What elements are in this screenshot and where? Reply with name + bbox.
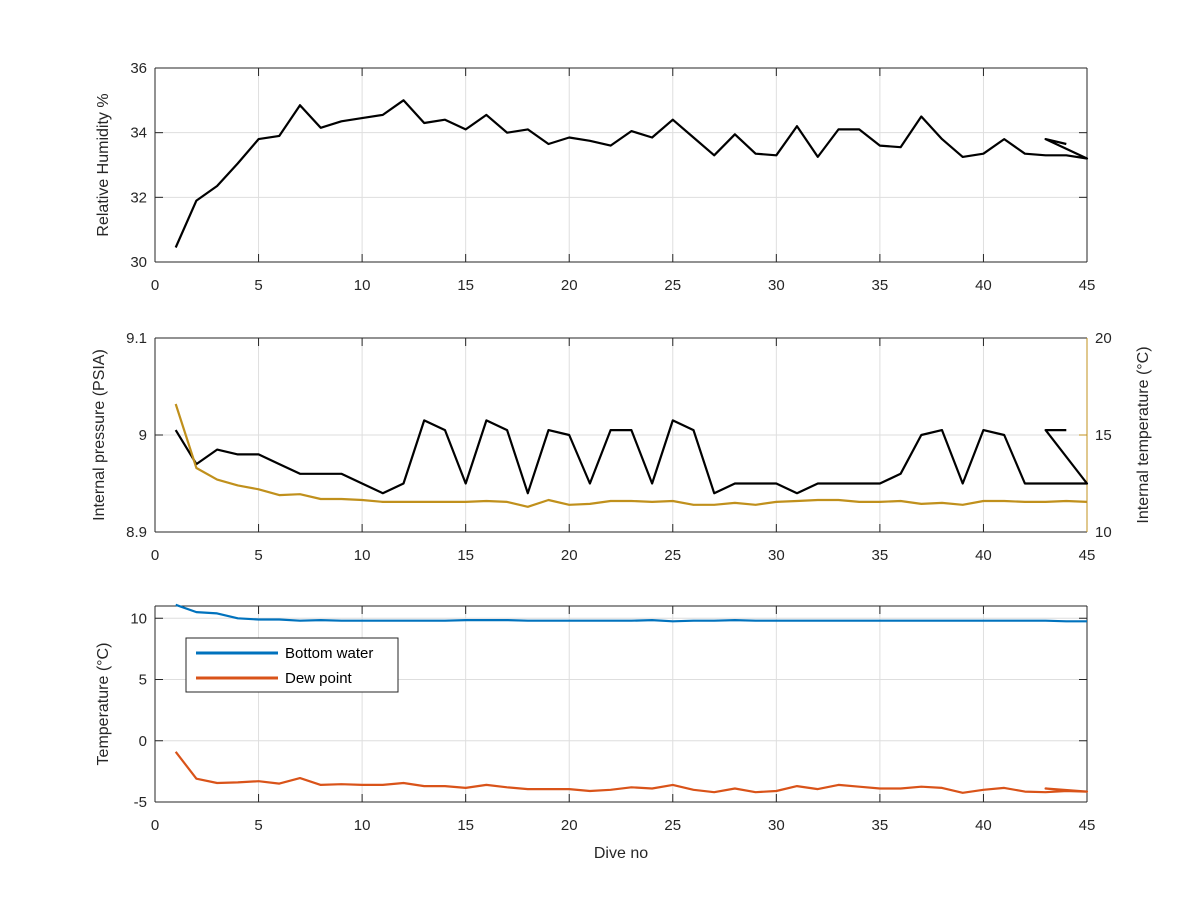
- x-tick-label: 45: [1079, 547, 1096, 564]
- x-tick-label: 0: [151, 277, 159, 294]
- y-tick-label: 5: [139, 672, 147, 689]
- x-tick-label: 30: [768, 817, 785, 834]
- series-line-1: [174, 99, 1089, 248]
- series-line-2: [174, 403, 1088, 508]
- x-tick-label: 20: [561, 277, 578, 294]
- y-right-tick-label: 15: [1095, 427, 1112, 444]
- legend: Bottom water Dew point: [185, 637, 399, 693]
- x-tick-label: 40: [975, 277, 992, 294]
- x-tick-label: 20: [561, 817, 578, 834]
- x-tick-label: 10: [354, 817, 371, 834]
- y-axis-right-label: Internal temperature (°C): [1135, 346, 1152, 523]
- x-tick-label: 25: [664, 277, 681, 294]
- x-tick-label: 35: [872, 277, 889, 294]
- x-tick-label: 45: [1079, 277, 1096, 294]
- y-axis-label: Relative Humidity %: [95, 93, 112, 236]
- y-tick-label: 10: [130, 610, 147, 627]
- x-tick-label: 20: [561, 547, 578, 564]
- x-tick-label: 5: [254, 277, 262, 294]
- x-tick-label: 45: [1079, 817, 1096, 834]
- x-tick-label: 0: [151, 547, 159, 564]
- x-tick-label: 15: [457, 817, 474, 834]
- x-tick-label: 25: [664, 547, 681, 564]
- y-tick-label: 30: [130, 254, 147, 271]
- y-axis-label: Temperature (°C): [95, 643, 112, 766]
- series-line-1: [174, 419, 1089, 495]
- y-right-tick-label: 10: [1095, 524, 1112, 541]
- series-line-dew-point: [174, 751, 1089, 794]
- x-tick-label: 15: [457, 547, 474, 564]
- x-tick-label: 0: [151, 817, 159, 834]
- x-tick-label: 15: [457, 277, 474, 294]
- x-tick-label: 5: [254, 817, 262, 834]
- legend-label-bottom-water: Bottom water: [285, 645, 373, 662]
- x-tick-label: 10: [354, 277, 371, 294]
- plot-area: [155, 606, 1087, 802]
- x-tick-label: 30: [768, 277, 785, 294]
- x-tick-label: 25: [664, 817, 681, 834]
- y-tick-label: 9: [139, 427, 147, 444]
- x-tick-label: 35: [872, 817, 889, 834]
- y-tick-label: 34: [130, 125, 147, 142]
- x-tick-label: 5: [254, 547, 262, 564]
- y-tick-label: 8.9: [126, 524, 147, 541]
- y-axis-label: Internal pressure (PSIA): [91, 349, 108, 521]
- y-tick-label: -5: [134, 794, 147, 811]
- y-right-tick-label: 20: [1095, 330, 1112, 347]
- panel-2: 0 5 10 15 20 25 30 35 40 45 8.9 9 9.1 10 15 20 Internal …: [91, 330, 1152, 564]
- x-tick-label: 40: [975, 817, 992, 834]
- legend-label-dew-point: Dew point: [285, 670, 353, 687]
- x-tick-label: 40: [975, 547, 992, 564]
- y-tick-label: 9.1: [126, 330, 147, 347]
- panel-1: 0 5 10 15 20 25 30 35 40 45 30 32 34 36 Relative Humid…: [95, 60, 1095, 294]
- y-tick-label: 0: [139, 733, 147, 750]
- x-tick-label: 30: [768, 547, 785, 564]
- plot-area: [155, 68, 1087, 262]
- x-tick-label: 35: [872, 547, 889, 564]
- x-axis-label: Dive no: [594, 845, 648, 862]
- y-tick-label: 36: [130, 60, 147, 77]
- legend-box: [185, 637, 399, 693]
- y-tick-label: 32: [130, 189, 147, 206]
- series-line-bottom-water: [175, 603, 1087, 623]
- x-tick-label: 10: [354, 547, 371, 564]
